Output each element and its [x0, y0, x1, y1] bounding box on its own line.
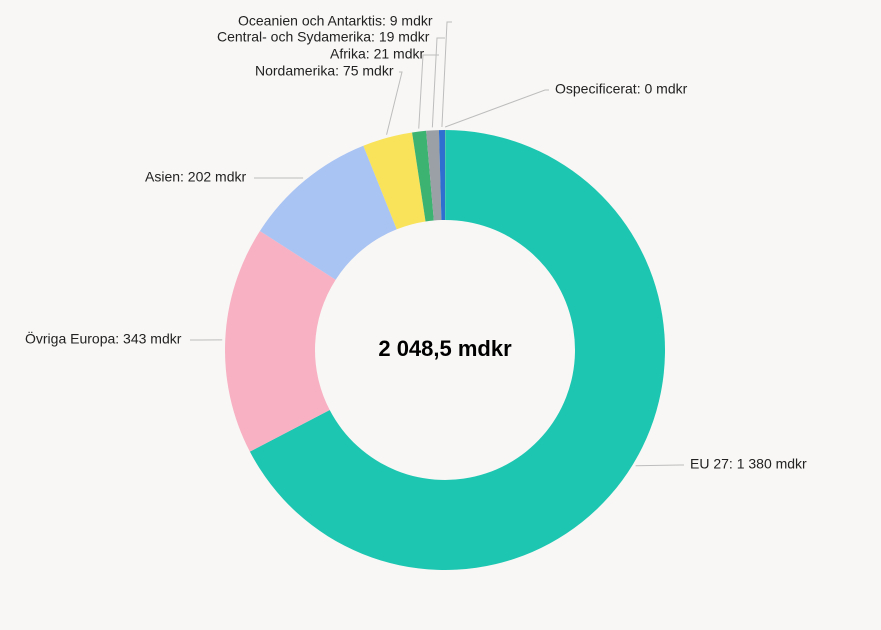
center-total-label: 2 048,5 mdkr [378, 336, 512, 361]
donut-chart: Ospecificerat: 0 mdkr EU 27: 1 380 mdkr Öv… [0, 0, 881, 630]
leader-line [432, 38, 445, 127]
leader-line [387, 72, 402, 135]
slice-label: Central- och Sydamerika: 19 mdkr [217, 29, 430, 45]
donut-chart-container: Ospecificerat: 0 mdkr EU 27: 1 380 mdkr Öv… [0, 0, 881, 630]
slice-label: Afrika: 21 mdkr [330, 46, 424, 62]
slice-label: Oceanien och Antarktis: 9 mdkr [238, 13, 433, 29]
slice-label: EU 27: 1 380 mdkr [690, 456, 807, 472]
slice-label: Asien: 202 mdkr [145, 169, 246, 185]
slice-label: Övriga Europa: 343 mdkr [25, 330, 182, 347]
slice-label: Ospecificerat: 0 mdkr [555, 81, 688, 97]
leader-line [636, 465, 684, 466]
leader-line [445, 90, 549, 127]
slice-label: Nordamerika: 75 mdkr [255, 63, 394, 79]
